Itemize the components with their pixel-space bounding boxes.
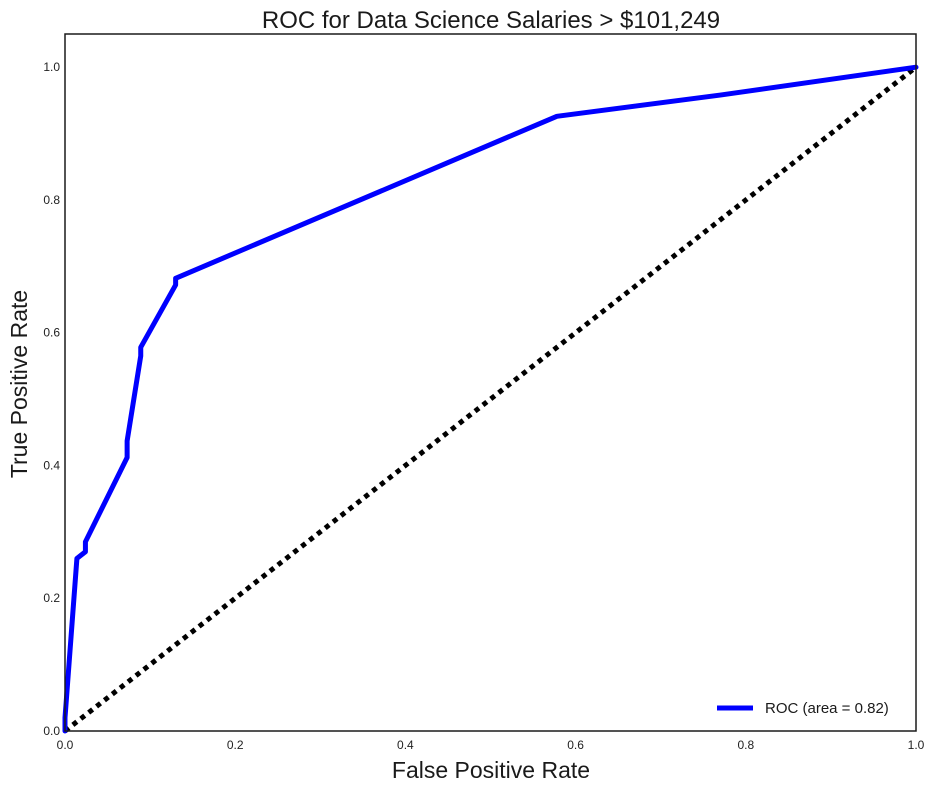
y-axis-label: True Positive Rate [6,290,32,478]
legend: ROC (area = 0.82) [717,700,889,717]
y-tick-label: 1.0 [43,60,60,74]
legend-roc-label: ROC (area = 0.82) [765,700,889,717]
x-tick-label: 0.6 [567,738,584,752]
y-tick-label: 0.4 [43,458,60,472]
x-tick-label: 1.0 [908,738,925,752]
y-tick-label: 0.2 [43,591,60,605]
x-tick-label: 0.0 [57,738,74,752]
x-tick-label: 0.8 [737,738,754,752]
plot-data-layer [62,64,919,734]
x-tick-label: 0.2 [227,738,244,752]
roc-curve-line [62,64,919,734]
chart-title: ROC for Data Science Salaries > $101,249 [262,7,720,34]
y-tick-label: 0.8 [43,193,60,207]
y-tick-label: 0.6 [43,326,60,340]
y-tick-label: 0.0 [43,724,60,738]
axes-layer: 0.0 0.2 0.4 0.6 0.8 1.0 0.0 0.2 0.4 0.6 0.8 1.0 [43,60,924,752]
x-axis-label: False Positive Rate [392,757,590,783]
x-tick-label: 0.4 [397,738,414,752]
plot-frame [64,33,917,732]
